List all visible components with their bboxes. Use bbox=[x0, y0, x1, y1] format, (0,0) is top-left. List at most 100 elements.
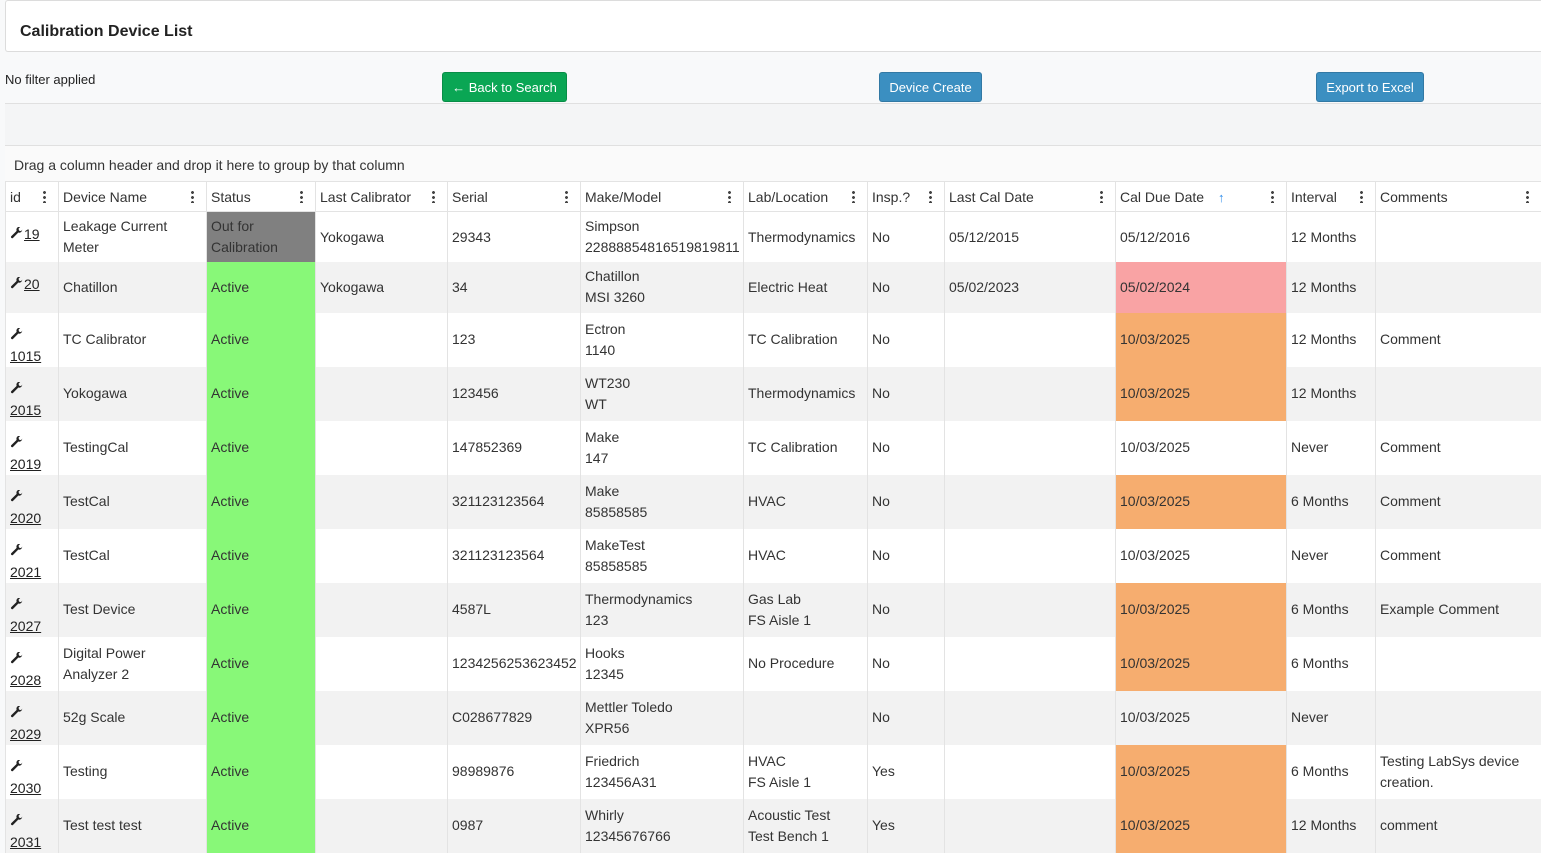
table-cell: 05/12/2016 bbox=[1116, 212, 1287, 263]
column-menu-icon[interactable] bbox=[852, 190, 855, 203]
column-header[interactable]: Cal Due Date↑ bbox=[1116, 182, 1287, 212]
table-cell: 10/03/2025 bbox=[1116, 637, 1287, 691]
table-cell: Active bbox=[207, 799, 316, 853]
table-cell: 10/03/2025 bbox=[1116, 583, 1287, 637]
table-cell: Chatillon MSI 3260 bbox=[581, 262, 744, 313]
device-id-link[interactable]: 2020 bbox=[10, 510, 41, 526]
column-menu-icon[interactable] bbox=[191, 190, 194, 203]
table-cell: 147852369 bbox=[448, 421, 581, 475]
table-cell bbox=[316, 367, 448, 421]
table-cell: Gas Lab FS Aisle 1 bbox=[744, 583, 868, 637]
column-menu-icon[interactable] bbox=[728, 190, 731, 203]
column-menu-icon[interactable] bbox=[300, 190, 303, 203]
table-row: 1015TC CalibratorActive123Ectron 1140TC … bbox=[6, 313, 1541, 367]
table-cell: Thermodynamics 123 bbox=[581, 583, 744, 637]
table-cell: TC Calibrator bbox=[59, 313, 207, 367]
column-header[interactable]: Comments bbox=[1376, 182, 1541, 212]
column-header[interactable]: Make/Model bbox=[581, 182, 744, 212]
column-header[interactable]: Serial bbox=[448, 182, 581, 212]
table-cell: 2029 bbox=[6, 691, 59, 745]
table-cell: Comment bbox=[1376, 313, 1541, 367]
device-id-link[interactable]: 19 bbox=[24, 226, 40, 242]
device-id-link[interactable]: 2021 bbox=[10, 564, 41, 580]
table-cell: TC Calibration bbox=[744, 421, 868, 475]
column-header-label: Device Name bbox=[63, 189, 147, 205]
table-row: 2015YokogawaActive123456WT230 WTThermody… bbox=[6, 367, 1541, 421]
table-cell: Electric Heat bbox=[744, 262, 868, 313]
table-cell: 12 Months bbox=[1287, 212, 1376, 263]
column-menu-icon[interactable] bbox=[1271, 190, 1274, 203]
table-cell: Never bbox=[1287, 421, 1376, 475]
table-cell: 6 Months bbox=[1287, 475, 1376, 529]
table-cell: C028677829 bbox=[448, 691, 581, 745]
column-menu-icon[interactable] bbox=[565, 190, 568, 203]
table-cell: 98989876 bbox=[448, 745, 581, 799]
table-cell: 05/02/2024 bbox=[1116, 262, 1287, 313]
column-menu-icon[interactable] bbox=[929, 190, 932, 203]
table-cell: Make 147 bbox=[581, 421, 744, 475]
table-cell: TC Calibration bbox=[744, 313, 868, 367]
table-cell: comment bbox=[1376, 799, 1541, 853]
table-cell: 6 Months bbox=[1287, 745, 1376, 799]
table-cell bbox=[945, 691, 1116, 745]
table-cell: No bbox=[868, 691, 945, 745]
column-menu-icon[interactable] bbox=[432, 190, 435, 203]
wrench-icon bbox=[10, 814, 23, 827]
device-create-button[interactable]: Device Create bbox=[879, 72, 982, 102]
device-id-link[interactable]: 1015 bbox=[10, 348, 41, 364]
column-header[interactable]: Device Name bbox=[59, 182, 207, 212]
table-cell: Active bbox=[207, 745, 316, 799]
table-cell: 2030 bbox=[6, 745, 59, 799]
table-cell: No bbox=[868, 313, 945, 367]
device-id-link[interactable]: 2029 bbox=[10, 726, 41, 742]
table-cell: Never bbox=[1287, 529, 1376, 583]
column-header[interactable]: Last Calibrator bbox=[316, 182, 448, 212]
column-header[interactable]: Insp.? bbox=[868, 182, 945, 212]
column-header-label: Last Cal Date bbox=[949, 189, 1034, 205]
device-id-link[interactable]: 2030 bbox=[10, 780, 41, 796]
column-header[interactable]: id bbox=[6, 182, 59, 212]
column-menu-icon[interactable] bbox=[1100, 190, 1103, 203]
table-cell: Chatillon bbox=[59, 262, 207, 313]
column-header[interactable]: Status bbox=[207, 182, 316, 212]
device-id-link[interactable]: 2015 bbox=[10, 402, 41, 418]
table-cell: 10/03/2025 bbox=[1116, 691, 1287, 745]
device-id-link[interactable]: 20 bbox=[24, 276, 40, 292]
table-cell: 6 Months bbox=[1287, 637, 1376, 691]
column-header[interactable]: Lab/Location bbox=[744, 182, 868, 212]
table-cell bbox=[945, 583, 1116, 637]
table-cell: No bbox=[868, 637, 945, 691]
table-cell bbox=[945, 313, 1116, 367]
column-header[interactable]: Last Cal Date bbox=[945, 182, 1116, 212]
column-header-label: Make/Model bbox=[585, 189, 661, 205]
sort-icon: ↑ bbox=[1218, 190, 1225, 205]
table-cell: Yokogawa bbox=[59, 367, 207, 421]
table-cell: Testing LabSys device creation. bbox=[1376, 745, 1541, 799]
table-cell: No Procedure bbox=[744, 637, 868, 691]
back-to-search-button[interactable]: ← Back to Search bbox=[442, 72, 567, 102]
table-cell: TestCal bbox=[59, 475, 207, 529]
device-id-link[interactable]: 2019 bbox=[10, 456, 41, 472]
device-id-link[interactable]: 2027 bbox=[10, 618, 41, 634]
table-cell: No bbox=[868, 583, 945, 637]
table-cell: Testing bbox=[59, 745, 207, 799]
table-cell: Comment bbox=[1376, 529, 1541, 583]
table-row: 2030TestingActive98989876Friedrich 12345… bbox=[6, 745, 1541, 799]
table-cell: Out for Calibration bbox=[207, 212, 316, 263]
wrench-icon bbox=[10, 706, 23, 719]
table-row: 2027Test DeviceActive4587LThermodynamics… bbox=[6, 583, 1541, 637]
table-cell: 10/03/2025 bbox=[1116, 799, 1287, 853]
table-cell: No bbox=[868, 262, 945, 313]
column-menu-icon[interactable] bbox=[1360, 190, 1363, 203]
table-cell: Make 85858585 bbox=[581, 475, 744, 529]
table-cell: 4587L bbox=[448, 583, 581, 637]
table-cell: 52g Scale bbox=[59, 691, 207, 745]
wrench-icon bbox=[10, 490, 23, 503]
device-id-link[interactable]: 2028 bbox=[10, 672, 41, 688]
column-menu-icon[interactable] bbox=[1526, 190, 1529, 203]
export-excel-button[interactable]: Export to Excel bbox=[1316, 72, 1424, 102]
device-id-link[interactable]: 2031 bbox=[10, 834, 41, 850]
column-menu-icon[interactable] bbox=[43, 190, 46, 203]
table-cell: No bbox=[868, 529, 945, 583]
column-header[interactable]: Interval bbox=[1287, 182, 1376, 212]
